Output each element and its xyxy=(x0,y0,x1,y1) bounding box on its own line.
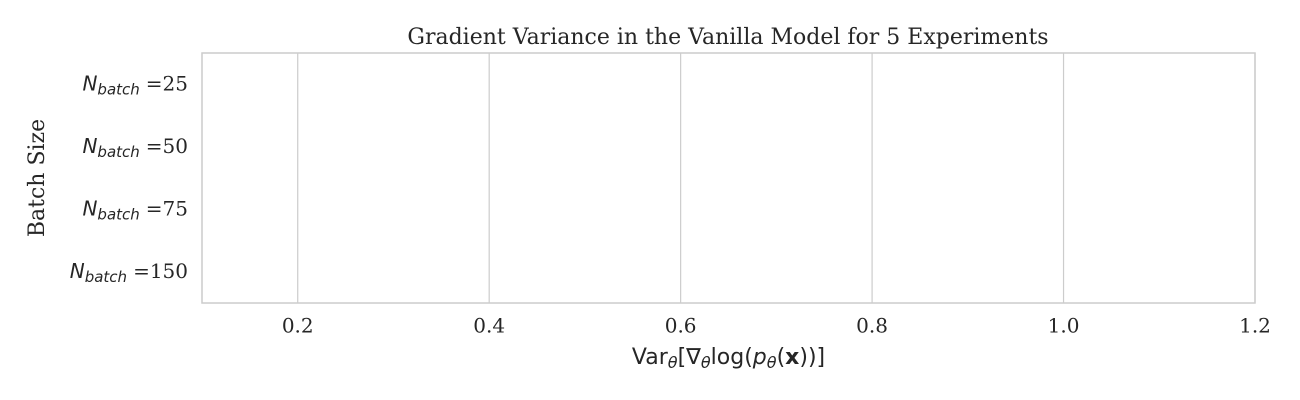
chart-title: Gradient Variance in the Vanilla Model f… xyxy=(407,25,1048,50)
category-value: =50 xyxy=(146,133,188,157)
y-tick-label: Nbatch =25 xyxy=(82,71,188,98)
x-tick-label: 0.6 xyxy=(665,314,697,338)
category-subscript: batch xyxy=(97,80,139,98)
category-symbol: N xyxy=(82,196,97,220)
category-subscript: batch xyxy=(97,142,139,160)
x-axis-label-part: θ xyxy=(701,353,711,372)
x-tick-label: 0.2 xyxy=(282,314,314,338)
category-symbol: N xyxy=(70,258,85,282)
x-axis-label-part: θ xyxy=(668,353,678,372)
x-axis-label-part: θ xyxy=(767,353,777,372)
category-value: =25 xyxy=(146,71,188,95)
plot-frame xyxy=(201,52,1256,304)
y-tick-label: Nbatch =50 xyxy=(82,133,188,160)
x-axis-label-part: log( xyxy=(711,345,753,370)
x-axis-label-part: x xyxy=(785,345,799,370)
category-value: =150 xyxy=(133,258,188,282)
x-axis-label-part: ))] xyxy=(799,345,825,370)
x-axis-label-part: p xyxy=(752,345,767,370)
x-axis-label-part: Var xyxy=(632,345,669,370)
category-symbol: N xyxy=(82,71,97,95)
category-symbol: N xyxy=(82,133,97,157)
category-value: =75 xyxy=(146,196,188,220)
y-tick-label: Nbatch =150 xyxy=(70,258,188,285)
x-tick-label: 1.0 xyxy=(1048,314,1080,338)
y-tick-label: Nbatch =75 xyxy=(82,196,188,223)
category-subscript: batch xyxy=(85,267,127,285)
x-axis-label-part: [∇ xyxy=(678,345,702,370)
x-tick-label: 0.8 xyxy=(856,314,888,338)
category-subscript: batch xyxy=(97,205,139,223)
x-tick-label: 0.4 xyxy=(473,314,505,338)
x-tick-label: 1.2 xyxy=(1239,314,1271,338)
x-axis-label: Varθ[∇θlog(pθ(x))] xyxy=(632,345,825,372)
x-axis-label-part: ( xyxy=(777,345,786,370)
y-axis-label: Batch Size xyxy=(25,119,50,237)
